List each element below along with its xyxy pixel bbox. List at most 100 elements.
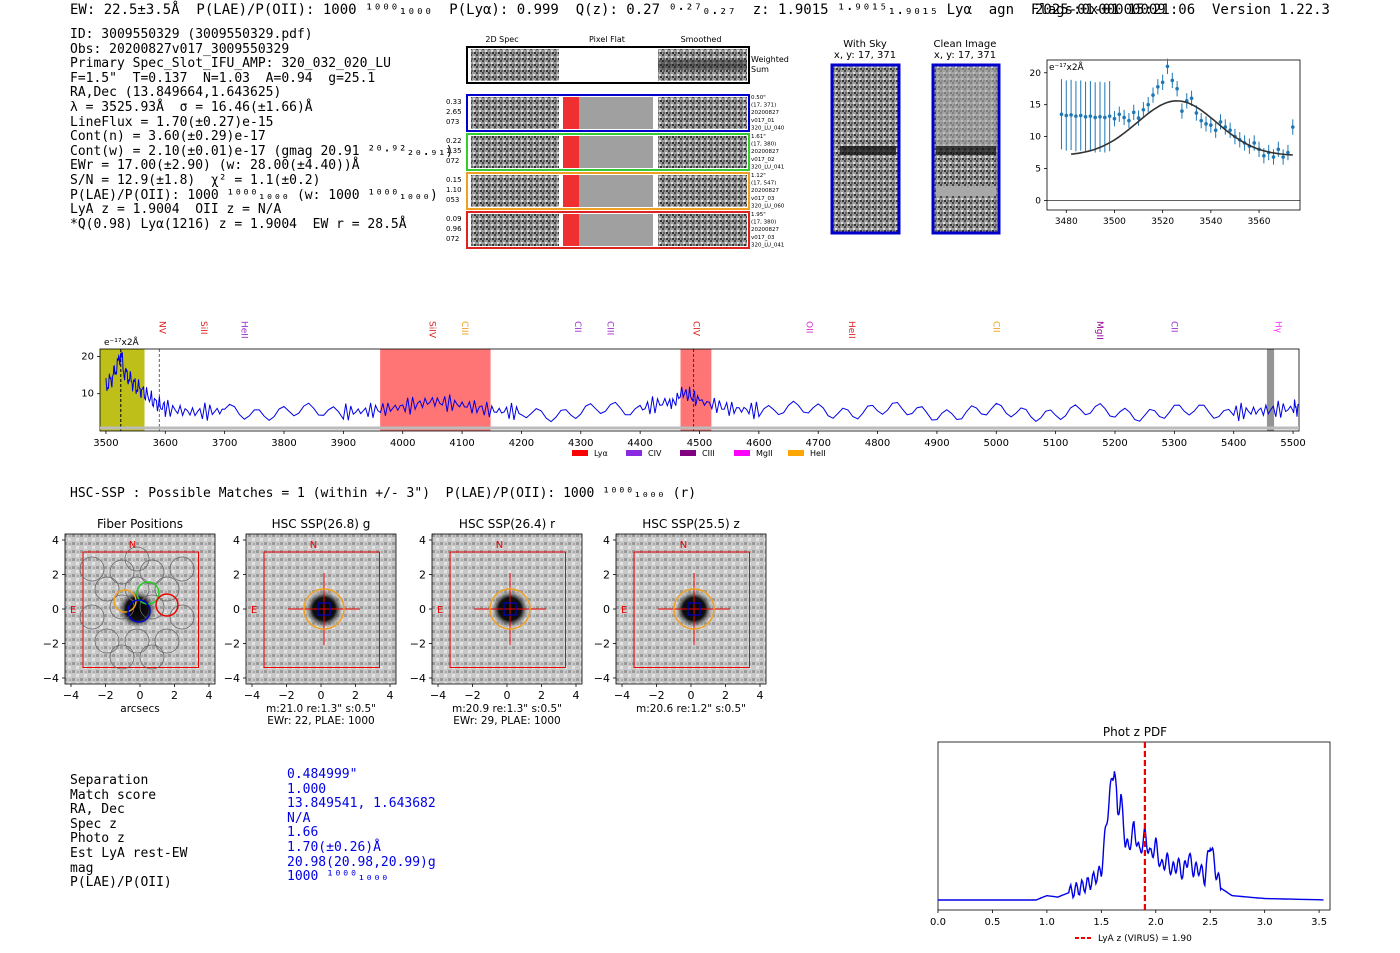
ytick-label: 5 <box>1035 165 1041 175</box>
emission-line-label: OII <box>803 321 813 333</box>
aperture-circle <box>673 588 715 630</box>
cutout-smoothed <box>658 175 747 207</box>
info-line: S/N = 12.9(±1.8) χ² = 1.1(±0.2) <box>70 172 321 188</box>
data-point <box>1175 86 1179 91</box>
ytick-label: 20 <box>1030 69 1041 79</box>
xtick-label: 2 <box>352 689 359 702</box>
ytick-label: 2 <box>419 569 426 582</box>
panel-caption: m:20.6 re:1.2" s:0.5" <box>636 703 746 715</box>
data-point <box>1117 112 1122 117</box>
catalog-box <box>687 602 701 616</box>
data-point <box>1213 128 1218 133</box>
compass-north: N <box>496 540 503 551</box>
data-point <box>1276 147 1281 152</box>
ytick-label: 2 <box>603 569 610 582</box>
ytick-label: 15 <box>1030 101 1041 111</box>
spectra-cutouts: 2D Spec Pixel Flat Smoothed Weighted Sum… <box>446 35 789 249</box>
info-line: EWr = 17.00(±2.90) (w: 28.00(±4.40))Å <box>70 158 360 174</box>
emission-line-label: NV <box>156 321 166 335</box>
cutout-separator <box>653 214 656 246</box>
fiber-circle <box>169 604 195 630</box>
match-label: RA, Dec <box>70 802 125 818</box>
info-line: LyA z = 1.9004 OII z = N/A <box>70 202 282 218</box>
legend-swatch <box>734 450 750 456</box>
xtick-label: 4 <box>387 689 394 702</box>
imaging-panels: Fiber Positions N E 4 −4 2 −2 0 0 −2 2 −4 4 arcsecs HS… <box>43 517 767 725</box>
xtick-label: 4100 <box>449 438 474 449</box>
xtick-label: 4000 <box>390 438 415 449</box>
xtick-label: −2 <box>278 689 294 702</box>
data-point <box>1228 128 1232 133</box>
cutout-bad-column <box>563 97 579 129</box>
xtick-label: 3.0 <box>1257 917 1273 928</box>
xtick-label: 3480 <box>1055 217 1078 227</box>
fiber-circle <box>124 546 150 572</box>
cutout-2dspec <box>471 97 559 129</box>
info-line: ID: 3009550329 (3009550329.pdf) <box>70 27 313 42</box>
ytick-label: 10 <box>1030 133 1041 143</box>
data-point <box>1204 122 1208 126</box>
cutout-row-meta: 1.95" <box>751 212 766 218</box>
cutout-2dspec <box>471 214 559 246</box>
cutout-separator <box>653 136 656 168</box>
xtick-label: 3560 <box>1248 217 1271 227</box>
ytick-label: 2 <box>233 569 240 582</box>
xtick-label: 5400 <box>1221 438 1246 449</box>
panel-title: HSC SSP(25.5) z <box>642 517 740 531</box>
data-point <box>1156 85 1160 89</box>
ytick-label: 10 <box>81 389 94 400</box>
catalog-box <box>317 602 331 616</box>
xtick-label: −4 <box>430 689 446 702</box>
legend-swatch <box>572 450 588 456</box>
info-line: *Q(0.98) Lyα(1216) z = 1.9004 EW r = 28.… <box>70 216 407 232</box>
xtick-label: 4200 <box>509 438 534 449</box>
data-point <box>1093 115 1097 120</box>
panel-caption: m:21.0 re:1.3" s:0.5" <box>266 703 376 715</box>
fiber-circle <box>109 559 135 585</box>
data-point <box>1131 110 1136 115</box>
match-value: 13.849541, 1.643682 <box>287 796 436 812</box>
spectrum-band <box>1266 349 1275 431</box>
match-value: 1.70(±0.26)Å <box>287 839 381 855</box>
cutout-row-stat: 072 <box>446 235 459 243</box>
cutout-row-stat: 0.22 <box>446 137 462 145</box>
emission-line-label: Hγ <box>1272 321 1282 334</box>
xtick-label: −4 <box>244 689 260 702</box>
xtick-label: 3.5 <box>1311 917 1327 928</box>
cutout-2dspec <box>471 136 559 168</box>
data-point <box>1165 64 1170 69</box>
photz-pdf-chart: Phot z PDF 0.0 0.5 1.0 1.5 2.0 2.5 3.0 3.5 LyA … <box>930 725 1331 944</box>
cutout-row-meta: (17, 380) <box>751 142 776 148</box>
data-point <box>1122 115 1126 120</box>
compass-north: N <box>680 540 687 551</box>
line-fit-ylabel: e⁻¹⁷x2Å <box>1049 61 1085 73</box>
match-label: Separation <box>70 773 149 788</box>
fiber-circle <box>169 556 195 582</box>
cutout-row-meta: 1.61" <box>751 134 766 140</box>
data-point <box>1112 116 1117 121</box>
fiber-circle <box>94 628 120 654</box>
catalog-box <box>503 602 517 616</box>
cutout-pixel-flat <box>579 175 653 207</box>
panel-caption: m:20.9 re:1.3" s:0.5" <box>452 703 562 715</box>
cutout-pixel-flat <box>579 97 653 129</box>
ytick-label: 4 <box>419 534 426 547</box>
xtick-label: −2 <box>648 689 664 702</box>
legend-swatch <box>680 450 696 456</box>
fiber-circle <box>154 576 180 602</box>
match-label: Match score <box>70 787 157 803</box>
cutout-row-meta: 320_LU_041 <box>751 242 784 248</box>
data-point <box>1083 115 1088 119</box>
emission-line-label: HeII <box>238 321 248 339</box>
info-line: F=1.5" T=0.137 N=1.03 A=0.94 g=25.1 <box>70 70 376 86</box>
xtick-label: 3700 <box>212 438 237 449</box>
ytick-label: 2 <box>52 569 59 582</box>
cutout-row-stat: 053 <box>446 196 459 204</box>
fiber-circle <box>79 604 105 630</box>
xtick-label: 4 <box>757 689 764 702</box>
search-box <box>263 551 380 668</box>
cutout-row-meta: (17, 547) <box>751 181 776 187</box>
data-point <box>1141 107 1146 112</box>
weighted-label-2: Sum <box>751 65 769 74</box>
match-value: 1.000 <box>287 781 327 797</box>
